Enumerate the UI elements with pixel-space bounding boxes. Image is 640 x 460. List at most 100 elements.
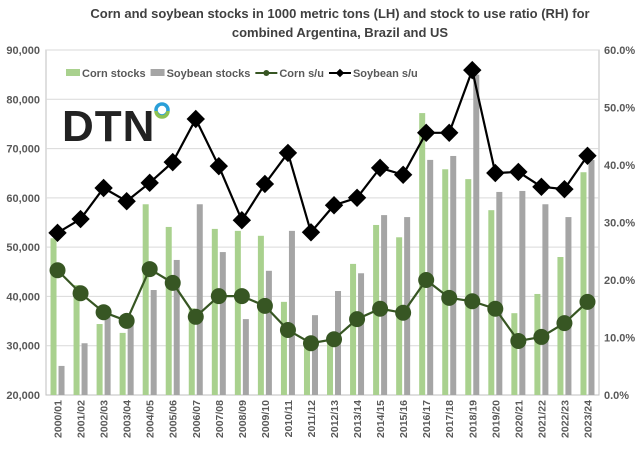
- right-tick-label: 60.0%: [604, 45, 635, 57]
- corn-stocks-bar: [188, 308, 195, 395]
- soybean-stocks-bar: [588, 159, 595, 395]
- legend: Corn stocks Soybean stocks Corn s/u Soybean…: [66, 68, 418, 80]
- x-tick-label: 2011/12: [306, 400, 318, 438]
- soybean-s-u-point: [440, 123, 459, 142]
- x-tick-label: 2012/13: [329, 400, 341, 438]
- corn-s-u-point: [349, 311, 366, 328]
- corn-s-u-point: [533, 328, 550, 345]
- x-tick-label: 2022/23: [559, 400, 571, 438]
- soybean-stocks-bar: [265, 270, 272, 395]
- corn-stocks-bar: [73, 285, 80, 395]
- x-tick-label: 2015/16: [398, 400, 410, 438]
- corn-s-u-point: [418, 272, 435, 288]
- x-tick-label: 2008/09: [237, 400, 249, 438]
- soybean-stocks-bar: [127, 323, 134, 395]
- corn-stocks-legend-label: Corn stocks: [82, 68, 146, 80]
- soybean-s-u-point: [324, 196, 344, 215]
- right-tick-label: 30.0%: [604, 218, 635, 230]
- soybean-s-u-point: [278, 143, 298, 163]
- soybean-s-u-point: [301, 223, 321, 242]
- corn-stocks-bar: [303, 340, 310, 395]
- corn-stocks-bar: [442, 169, 449, 395]
- right-tick-label: 10.0%: [604, 333, 635, 345]
- corn-s-u-point: [141, 261, 158, 278]
- soybean-stocks-bar: [519, 190, 526, 395]
- corn-stocks-bar: [280, 301, 287, 395]
- x-tick-label: 2023/24: [582, 400, 594, 438]
- x-tick-label: 2020/21: [513, 400, 525, 438]
- left-tick-label: 60,000: [6, 193, 40, 205]
- corn-s-u-point: [210, 288, 227, 305]
- corn-s-u-point: [187, 308, 204, 325]
- soybean-s-u-point: [555, 179, 574, 199]
- corn-stocks-bar: [211, 228, 218, 395]
- x-tick-label: 2007/08: [214, 400, 226, 438]
- corn-stocks-bar: [165, 226, 172, 395]
- corn-stocks-bar: [119, 332, 126, 395]
- soybean-stocks-bar: [173, 259, 180, 395]
- left-tick-label: 40,000: [6, 291, 40, 303]
- x-tick-label: 2016/17: [421, 400, 433, 438]
- x-tick-label: 2018/19: [467, 400, 479, 438]
- corn-s-u-point: [49, 262, 66, 279]
- soybean-s-u-point: [509, 162, 528, 182]
- corn-s-u-point: [256, 297, 273, 314]
- corn-s-u-point: [279, 322, 296, 339]
- corn-s-u-point: [464, 293, 481, 310]
- chart-title-line-2: combined Argentina, Brazil and US: [232, 25, 449, 40]
- logo-text: DTN: [62, 102, 155, 151]
- soybean-s-u-legend-label: Soybean s/u: [353, 68, 418, 80]
- soybean-s-u-point: [117, 192, 136, 211]
- soybean-s-u-point: [416, 123, 436, 142]
- corn-stocks-bar: [580, 172, 587, 395]
- corn-stocks-bar: [350, 263, 357, 395]
- soybean-stocks-bar: [58, 365, 65, 395]
- left-tick-label: 90,000: [6, 45, 40, 57]
- x-tick-label: 2003/04: [122, 400, 134, 438]
- soybean-stocks-legend-swatch: [150, 69, 165, 76]
- corn-s-u-point: [556, 315, 573, 332]
- x-tick-label: 2019/20: [490, 400, 502, 438]
- x-tick-label: 2013/14: [352, 400, 364, 438]
- x-tick-label: 2009/10: [260, 400, 272, 438]
- x-tick-label: 2014/15: [375, 400, 387, 438]
- corn-s-u-legend-marker: [263, 70, 270, 76]
- soybean-stocks-bar: [450, 155, 457, 395]
- corn-stocks-bar: [327, 338, 334, 395]
- corn-stocks-bar: [511, 313, 518, 395]
- corn-s-u-point: [326, 331, 343, 348]
- corn-s-u-point: [72, 285, 89, 302]
- left-tick-label: 30,000: [6, 341, 40, 353]
- corn-stocks-bar: [257, 235, 264, 395]
- corn-s-u-point: [395, 304, 412, 321]
- soybean-s-u-point: [186, 109, 205, 129]
- corn-s-u-legend-label: Corn s/u: [279, 68, 324, 80]
- x-tick-label: 2002/03: [99, 400, 111, 438]
- soybean-s-u-point: [578, 146, 597, 165]
- corn-s-u-point: [510, 332, 527, 349]
- left-tick-label: 80,000: [6, 94, 40, 106]
- corn-s-u-line: [56, 267, 589, 345]
- corn-s-u-point: [164, 274, 181, 291]
- x-tick-label: 2017/18: [444, 400, 456, 438]
- corn-stocks-bar: [465, 179, 472, 395]
- soybean-stocks-bar: [288, 230, 295, 395]
- right-tick-label: 20.0%: [604, 275, 635, 287]
- corn-stocks-bar: [534, 293, 541, 395]
- soybean-s-u-line: [56, 66, 589, 235]
- soybean-stocks-bar: [150, 290, 157, 395]
- soybean-stocks-bar: [242, 319, 249, 395]
- soybean-stocks-bar: [473, 74, 480, 396]
- soybean-s-u-point: [532, 177, 551, 197]
- soybean-stocks-legend-label: Soybean stocks: [167, 68, 251, 80]
- soybean-stocks-bar: [196, 204, 203, 395]
- corn-s-u-point: [302, 335, 319, 352]
- x-tick-label: 2005/06: [168, 400, 180, 438]
- soybean-stocks-bar: [496, 191, 503, 395]
- chart-title-line-1: Corn and soybean stocks in 1000 metric t…: [90, 6, 589, 21]
- soybean-stocks-bar: [358, 273, 365, 395]
- x-tick-label: 2021/22: [536, 400, 548, 438]
- soybean-stocks-bar: [81, 343, 88, 395]
- corn-s-u-point: [579, 293, 596, 310]
